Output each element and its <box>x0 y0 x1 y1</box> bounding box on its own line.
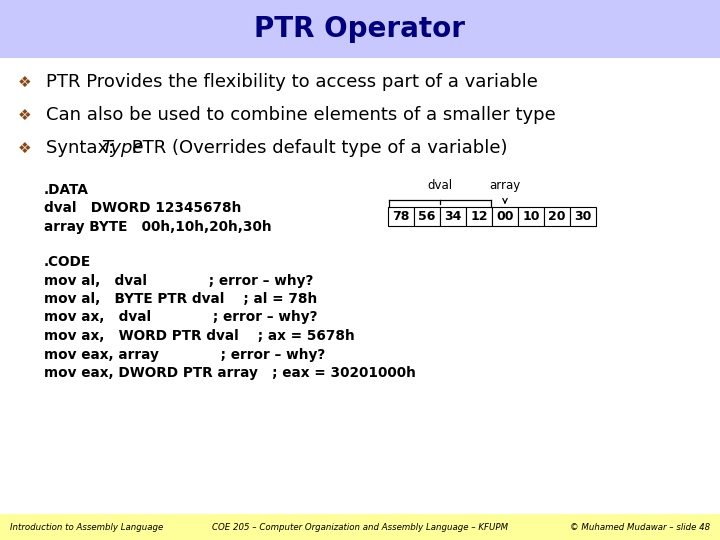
Text: array: array <box>490 179 521 192</box>
Text: ❖: ❖ <box>18 140 32 156</box>
Text: mov al,   BYTE PTR dval    ; al = 78h: mov al, BYTE PTR dval ; al = 78h <box>44 292 318 306</box>
Text: PTR (Overrides default type of a variable): PTR (Overrides default type of a variabl… <box>126 139 508 157</box>
Text: 56: 56 <box>418 210 436 223</box>
Text: .CODE: .CODE <box>44 255 91 269</box>
Bar <box>466 207 492 226</box>
Bar <box>518 207 544 226</box>
Text: mov al,   dval             ; error – why?: mov al, dval ; error – why? <box>44 273 313 287</box>
Bar <box>0 514 720 540</box>
Text: 78: 78 <box>392 210 410 223</box>
Text: 12: 12 <box>470 210 487 223</box>
Text: array BYTE   00h,10h,20h,30h: array BYTE 00h,10h,20h,30h <box>44 220 271 234</box>
Text: 00: 00 <box>496 210 514 223</box>
Text: PTR Provides the flexibility to access part of a variable: PTR Provides the flexibility to access p… <box>46 73 538 91</box>
Text: ❖: ❖ <box>18 107 32 123</box>
Bar <box>492 207 518 226</box>
Text: 10: 10 <box>522 210 540 223</box>
Text: .DATA: .DATA <box>44 183 89 197</box>
Text: Syntax:: Syntax: <box>46 139 120 157</box>
Text: © Muhamed Mudawar – slide 48: © Muhamed Mudawar – slide 48 <box>570 523 710 531</box>
Bar <box>414 207 440 226</box>
Text: COE 205 – Computer Organization and Assembly Language – KFUPM: COE 205 – Computer Organization and Asse… <box>212 523 508 531</box>
Text: Type: Type <box>101 139 143 157</box>
Text: 34: 34 <box>444 210 462 223</box>
Text: mov eax, array             ; error – why?: mov eax, array ; error – why? <box>44 348 325 361</box>
Text: mov ax,   dval             ; error – why?: mov ax, dval ; error – why? <box>44 310 318 325</box>
Text: 30: 30 <box>575 210 592 223</box>
Text: 20: 20 <box>548 210 566 223</box>
Text: mov ax,   WORD PTR dval    ; ax = 5678h: mov ax, WORD PTR dval ; ax = 5678h <box>44 329 355 343</box>
Bar <box>570 207 596 226</box>
Text: dval   DWORD 12345678h: dval DWORD 12345678h <box>44 201 241 215</box>
Text: Can also be used to combine elements of a smaller type: Can also be used to combine elements of … <box>46 106 556 124</box>
Bar <box>0 0 720 58</box>
Text: dval: dval <box>428 179 453 192</box>
Bar <box>544 207 570 226</box>
Bar <box>388 207 414 226</box>
Text: mov eax, DWORD PTR array   ; eax = 30201000h: mov eax, DWORD PTR array ; eax = 3020100… <box>44 366 416 380</box>
Bar <box>440 207 466 226</box>
Text: Introduction to Assembly Language: Introduction to Assembly Language <box>10 523 163 531</box>
Text: ❖: ❖ <box>18 75 32 90</box>
Text: PTR Operator: PTR Operator <box>254 15 466 43</box>
